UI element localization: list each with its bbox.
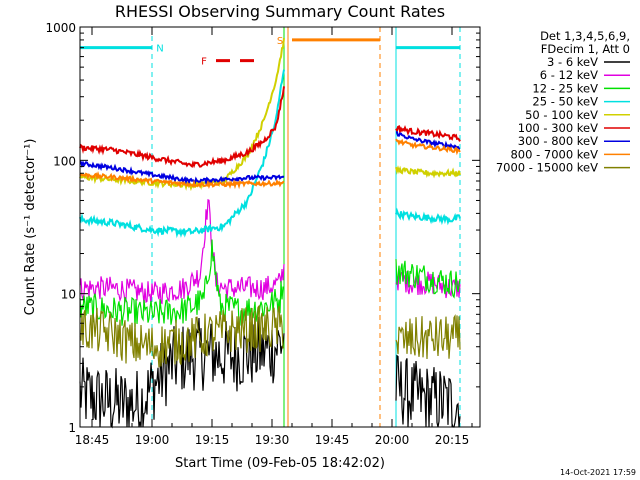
series-800-7000-kev-segment-1 — [395, 138, 461, 156]
x-tick-label-2: 19:15 — [195, 433, 230, 447]
series-7000-15000-kev-segment-0 — [79, 304, 285, 368]
legend-label-12-25-kev: 12 - 25 keV — [532, 81, 598, 95]
x-tick-label-3: 19:30 — [255, 433, 290, 447]
flag-label-f: F — [201, 57, 207, 68]
chart-title: RHESSI Observing Summary Count Rates — [115, 2, 445, 21]
y-axis-label: Count Rate (s⁻¹ detector⁻¹) — [23, 139, 38, 316]
series-3-6-kev-segment-1 — [395, 354, 461, 428]
x-axis-label: Start Time (09-Feb-05 18:42:02) — [175, 456, 385, 471]
legend-header-2: FDecim 1, Att 0 — [541, 42, 630, 56]
legend-label-300-800-kev: 300 - 800 keV — [518, 134, 598, 148]
generation-timestamp: 14-Oct-2021 17:59 — [560, 468, 636, 477]
series-25-50-kev-segment-0 — [79, 69, 285, 239]
series-300-800-kev-segment-0 — [79, 160, 285, 186]
series-300-800-kev-segment-1 — [396, 131, 461, 151]
legend-label-7000-15000-kev: 7000 - 15000 keV — [496, 161, 598, 175]
legend-label-800-7000-kev: 800 - 7000 keV — [510, 147, 598, 161]
series-100-300-kev-segment-1 — [395, 124, 461, 142]
flag-label-s: S — [277, 36, 283, 47]
x-tick-label-5: 20:00 — [375, 433, 410, 447]
y-tick-label-0: 1 — [68, 421, 76, 435]
legend-header-1: Det 1,3,4,5,6,9, — [540, 29, 630, 43]
legend-label-25-50-kev: 25 - 50 keV — [532, 95, 598, 109]
series-50-100-kev-segment-0 — [79, 37, 285, 192]
series-50-100-kev-segment-1 — [395, 165, 461, 179]
series-800-7000-kev-segment-0 — [79, 170, 285, 190]
plot-frame — [79, 26, 481, 428]
legend: Det 1,3,4,5,6,9, FDecim 1, Att 0 3 - 6 k… — [496, 29, 630, 175]
y-tick-label-3: 1000 — [45, 21, 76, 35]
legend-label-100-300-kev: 100 - 300 keV — [518, 121, 598, 135]
y-tick-label-1: 10 — [61, 288, 76, 302]
series-7000-15000-kev-segment-1 — [395, 313, 461, 360]
legend-label-3-6-kev: 3 - 6 keV — [547, 55, 598, 69]
series-100-300-kev-segment-0 — [79, 86, 285, 169]
x-tick-label-6: 20:15 — [435, 433, 470, 447]
legend-label-50-100-kev: 50 - 100 keV — [525, 108, 598, 122]
legend-label-6-12-kev: 6 - 12 keV — [540, 68, 598, 82]
x-tick-label-0: 18:45 — [75, 433, 110, 447]
series-6-12-kev-segment-0 — [79, 199, 285, 305]
series-12-25-kev-segment-1 — [395, 259, 461, 299]
y-tick-label-2: 100 — [53, 154, 76, 168]
x-tick-label-4: 19:45 — [315, 433, 350, 447]
series-25-50-kev-segment-1 — [395, 207, 461, 226]
flag-label-n: N — [156, 44, 163, 55]
x-tick-label-1: 19:00 — [135, 433, 170, 447]
